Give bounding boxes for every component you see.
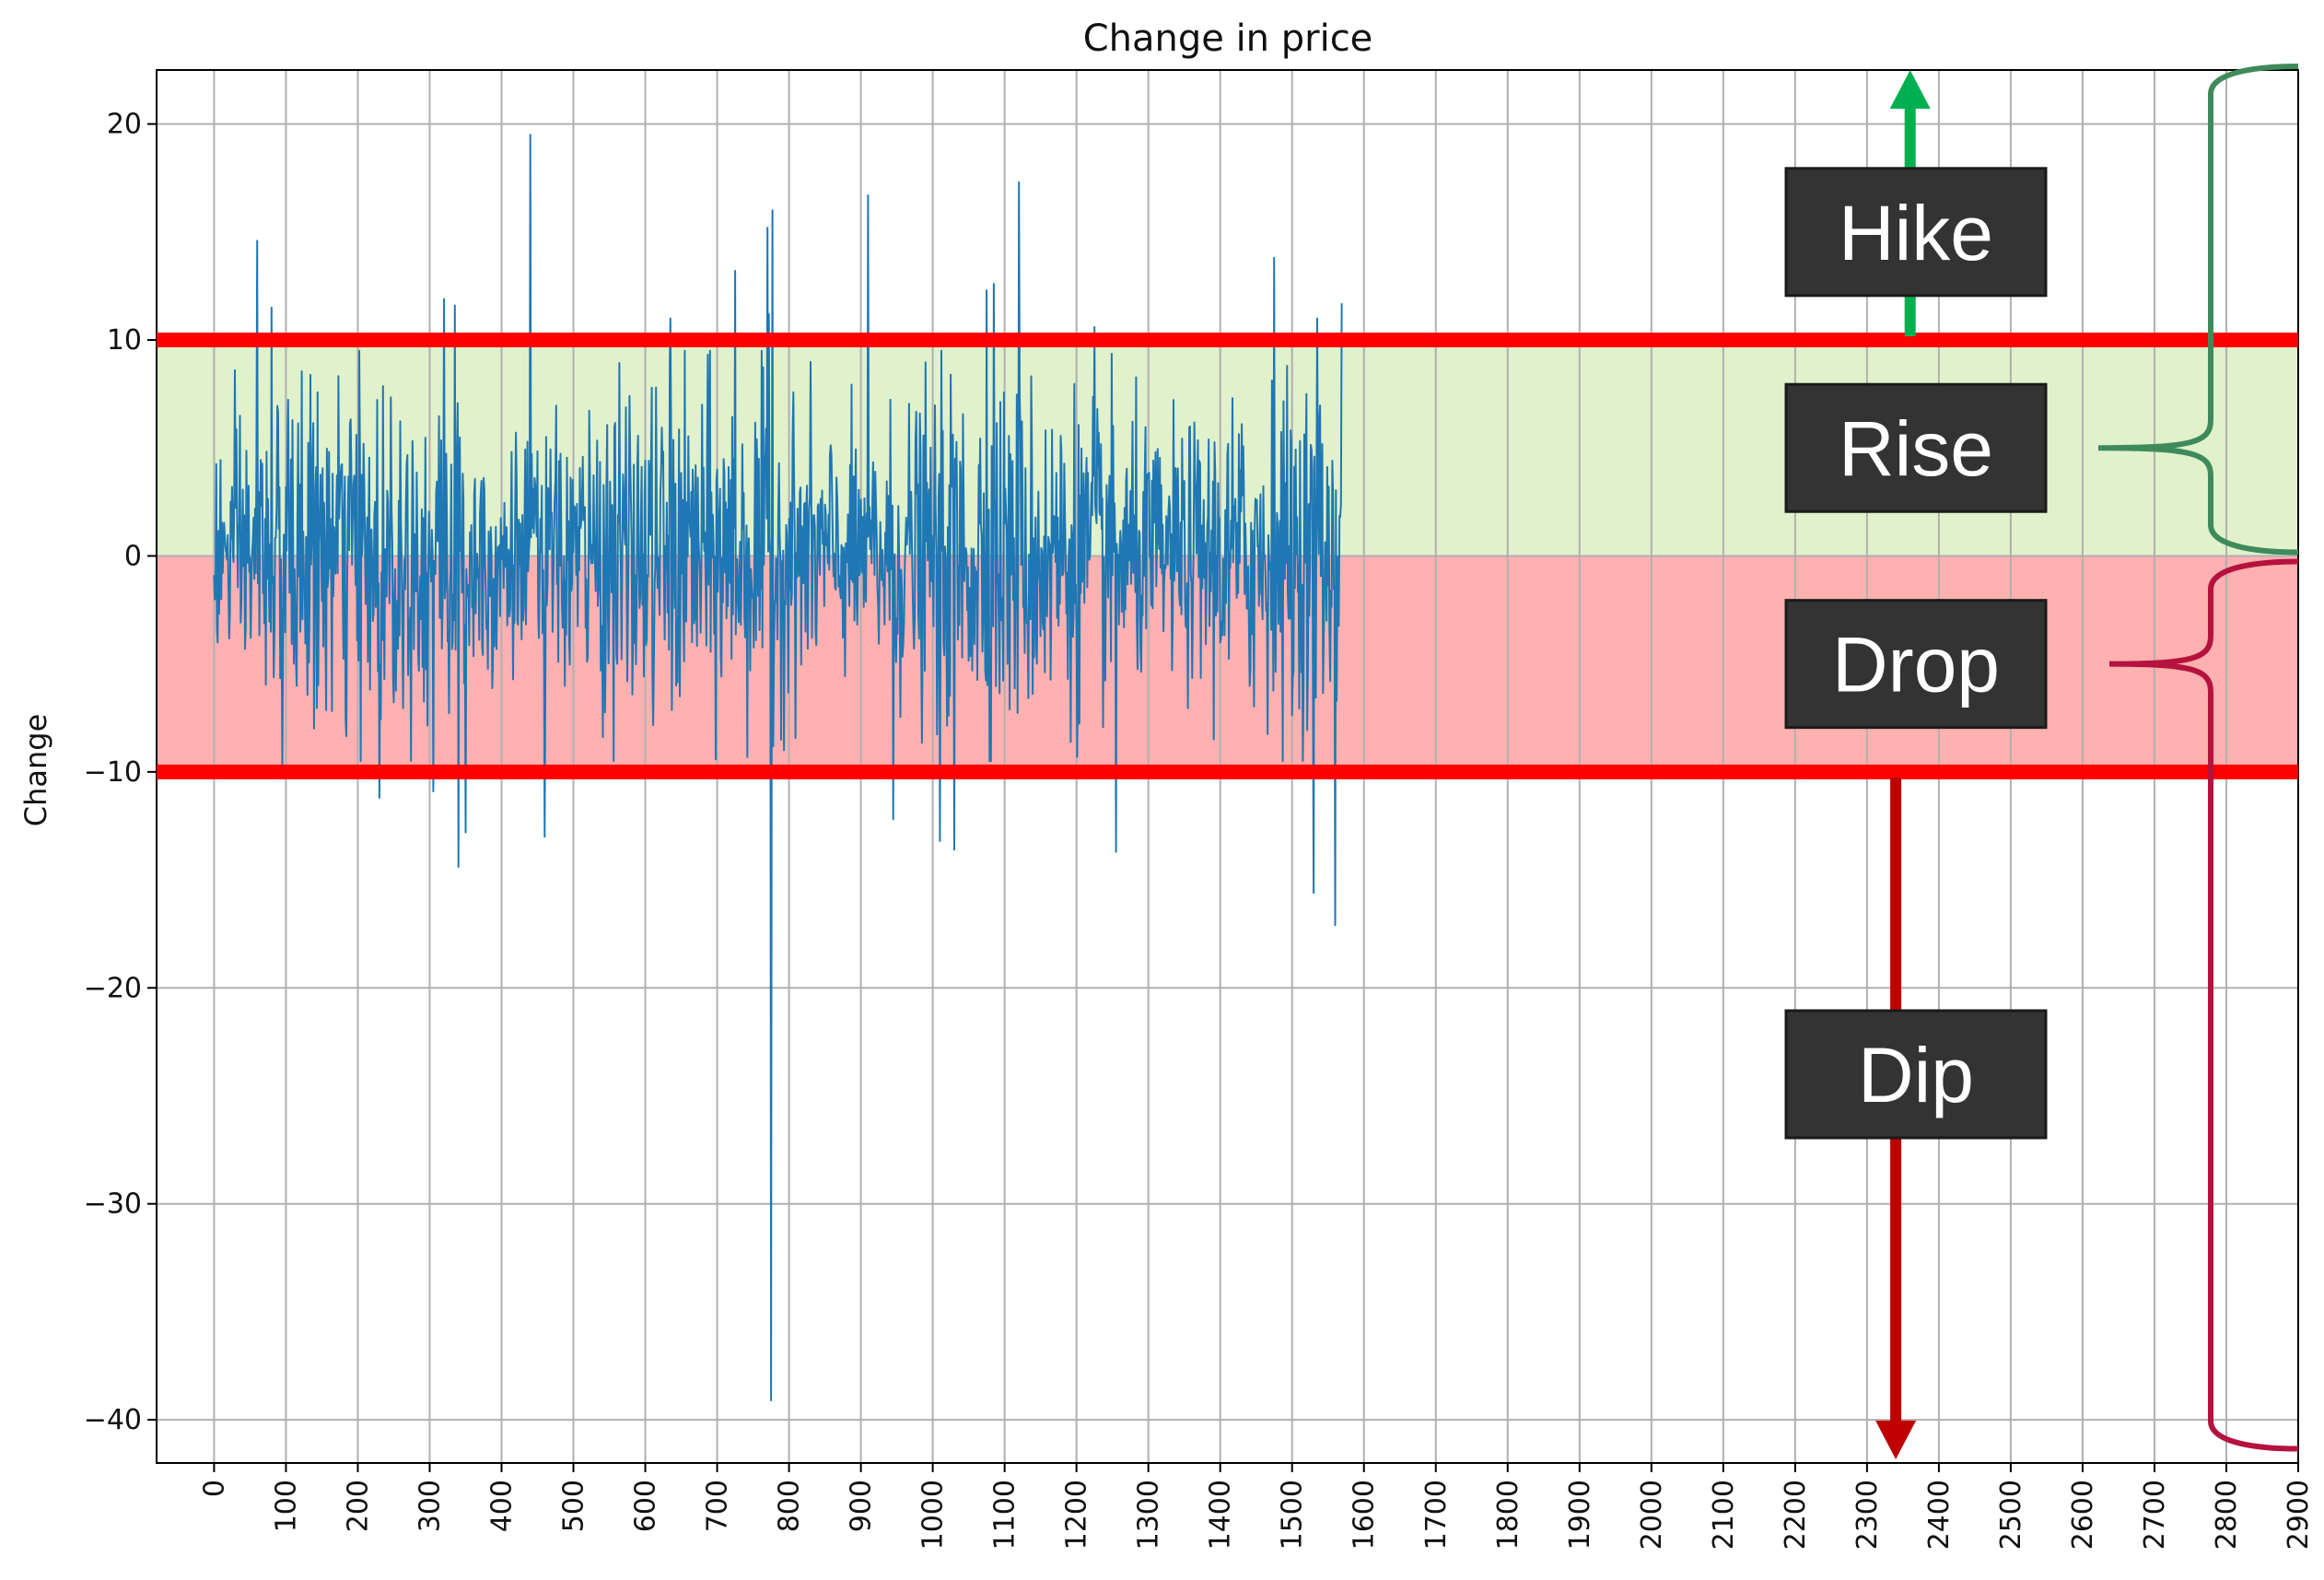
x-tick-label: 300 [414, 1480, 446, 1532]
hike-box [1784, 167, 2048, 298]
y-tick-label: 10 [107, 324, 142, 357]
x-tick-label: 0 [198, 1480, 230, 1497]
x-tick-label: 1000 [917, 1480, 950, 1550]
y-axis-label: Change [18, 714, 53, 827]
x-tick-label: 1600 [1349, 1480, 1381, 1550]
rise-label: Rise [1839, 405, 1993, 492]
x-tick-label: 2900 [2283, 1480, 2315, 1550]
x-tick-label: 200 [342, 1480, 374, 1532]
drop-box [1784, 599, 2048, 730]
dip-arrow-head [1875, 1421, 1917, 1459]
overlays-layer: Hike Rise Drop Dip [1784, 64, 2299, 1459]
chart-title: Change in price [1083, 18, 1373, 60]
y-tick-label: 0 [124, 540, 142, 572]
y-tick-label: −40 [84, 1404, 142, 1436]
x-tick-label: 1300 [1133, 1480, 1165, 1550]
dip-label: Dip [1858, 1032, 1974, 1118]
hike-arrow-head [1889, 70, 1931, 109]
thresholds-layer [157, 333, 2298, 779]
y-tick-label: −10 [84, 756, 142, 789]
dip-box [1784, 1009, 2048, 1140]
y-tick-label: −20 [84, 972, 142, 1004]
x-tick-label: 600 [630, 1480, 662, 1532]
rise-box [1784, 382, 2048, 513]
drop-brace [2108, 558, 2299, 1452]
x-tick-label: 2800 [2211, 1480, 2243, 1550]
x-tick-label: 100 [270, 1480, 302, 1532]
series-layer [213, 134, 1343, 1401]
ticks-layer: 0 100 200 300 400 500 600 700 800 900 1000 1100 1200… [84, 109, 2315, 1551]
x-tick-label: 2200 [1780, 1480, 1812, 1550]
y-tick-label: −30 [84, 1188, 142, 1221]
series-line-0 [213, 134, 1343, 1401]
x-tick-label: 2600 [2067, 1480, 2099, 1550]
rise-brace [2097, 64, 2299, 556]
x-tick-label: 1200 [1061, 1480, 1093, 1550]
x-tick-label: 1900 [1564, 1480, 1596, 1550]
x-tick-label: 900 [846, 1480, 878, 1532]
hike-label: Hike [1839, 190, 1993, 276]
x-tick-label: 1100 [989, 1480, 1022, 1550]
x-tick-label: 2100 [1708, 1480, 1740, 1550]
x-tick-label: 700 [702, 1480, 734, 1532]
x-tick-label: 1700 [1420, 1480, 1453, 1550]
x-tick-label: 400 [485, 1480, 518, 1532]
x-tick-label: 1500 [1277, 1480, 1309, 1550]
x-tick-label: 2500 [1995, 1480, 2027, 1550]
x-tick-label: 2000 [1636, 1480, 1668, 1550]
x-tick-label: 800 [774, 1480, 806, 1532]
y-tick-label: 20 [107, 109, 142, 141]
x-tick-label: 2700 [2139, 1480, 2171, 1550]
x-tick-label: 500 [558, 1480, 590, 1532]
x-tick-label: 2300 [1851, 1480, 1884, 1550]
x-tick-label: 2400 [1923, 1480, 1956, 1550]
x-tick-label: 1400 [1205, 1480, 1237, 1550]
x-tick-label: 1800 [1492, 1480, 1524, 1550]
drop-label: Drop [1832, 622, 2000, 708]
